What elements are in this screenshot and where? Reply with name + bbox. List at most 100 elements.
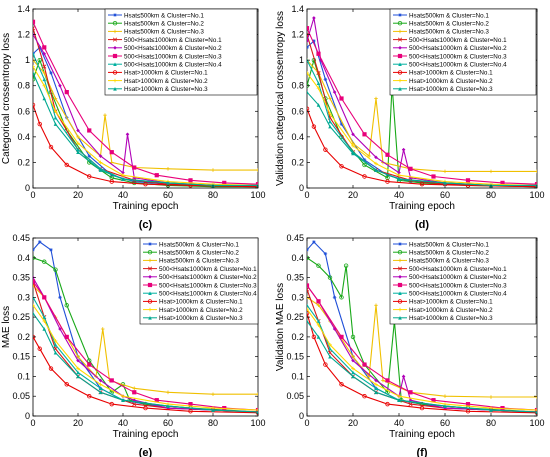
data-point	[307, 45, 309, 50]
data-point	[188, 178, 193, 183]
y-tick-label: 0	[25, 411, 30, 421]
data-point	[367, 154, 371, 158]
x-tick-label: 100	[250, 418, 265, 428]
data-point	[37, 45, 42, 50]
y-tick-label: 0.1	[291, 371, 304, 381]
data-point	[103, 113, 107, 117]
data-point	[132, 402, 137, 407]
data-point	[311, 334, 317, 340]
data-point	[42, 83, 47, 88]
data-point	[98, 168, 103, 172]
data-point	[98, 154, 103, 158]
y-tick-label: 0.4	[291, 132, 304, 142]
data-point	[76, 374, 80, 379]
legend-label: 500<Hsat≤1000km & Cluster=No.3	[409, 282, 507, 289]
data-point	[332, 295, 337, 300]
data-point	[443, 406, 447, 410]
data-point	[255, 184, 258, 188]
data-point	[58, 295, 62, 300]
data-point	[489, 169, 493, 174]
y-axis-label: MAE loss	[1, 306, 12, 348]
legend-label: 500<Hsat≤1000km & Cluster=No.2	[159, 274, 257, 281]
data-point	[256, 408, 258, 412]
data-point	[316, 103, 321, 107]
data-point	[76, 354, 80, 359]
legend-label: Hsat>1000km & Cluster=No.1	[159, 299, 243, 306]
y-tick-label: 0.25	[286, 312, 304, 322]
series-6	[33, 19, 258, 187]
series-9	[307, 307, 537, 412]
data-point	[385, 401, 390, 407]
data-point	[312, 39, 316, 43]
series-line	[33, 104, 258, 188]
y-tick-label: 0.4	[17, 132, 30, 142]
data-point	[33, 295, 35, 300]
legend-label: 500<Hsat≤1000km & Cluster=No.4	[159, 291, 257, 298]
data-point	[33, 64, 35, 69]
x-tick-label: 80	[208, 190, 218, 200]
data-point	[351, 354, 355, 359]
data-point	[53, 109, 58, 114]
legend-marker	[113, 13, 117, 17]
chart-panel-c: 0 20 40 60 80 100 0 0.2 0.4 0.6 0.8 1 1.2 1.4 Training…	[1, 4, 266, 231]
data-point	[76, 358, 80, 363]
data-point	[397, 394, 401, 399]
data-point	[166, 406, 170, 410]
legend-marker	[113, 87, 117, 91]
data-point	[109, 179, 114, 184]
data-point	[87, 394, 92, 399]
x-axis-label: Training epoch	[113, 429, 179, 440]
series-10	[33, 71, 258, 188]
data-point	[328, 346, 332, 351]
data-point	[534, 410, 537, 416]
data-point	[87, 358, 92, 363]
x-tick-label: 40	[394, 418, 404, 428]
data-point	[98, 390, 103, 395]
legend-marker	[398, 87, 402, 91]
data-point	[374, 303, 378, 308]
legend-marker	[398, 316, 402, 320]
data-point	[343, 263, 349, 268]
data-point	[53, 267, 58, 272]
data-point	[319, 58, 323, 62]
legend-label: 500<Hsat≤1000km & Cluster=No.3	[124, 53, 222, 60]
data-point	[316, 263, 321, 268]
x-tick-label: 0	[30, 418, 35, 428]
data-point	[534, 184, 537, 188]
x-axis-label: Training epoch	[389, 201, 455, 212]
series-9	[307, 71, 537, 188]
data-point	[374, 382, 378, 387]
data-point	[256, 392, 258, 397]
data-point	[328, 354, 332, 359]
data-point	[311, 124, 317, 129]
series-10	[307, 319, 537, 414]
data-point	[489, 395, 493, 399]
legend-box	[389, 237, 537, 325]
legend-marker	[397, 249, 403, 255]
data-point	[351, 374, 355, 379]
data-point	[534, 182, 537, 187]
data-point	[87, 362, 92, 367]
y-tick-label: 0.35	[286, 273, 304, 283]
data-point	[256, 168, 258, 172]
data-point	[316, 86, 321, 91]
y-tick-label: 0.45	[12, 233, 30, 243]
data-point	[53, 350, 58, 355]
y-tick-label: 0.2	[17, 157, 30, 167]
legend-label: Hsat≤500km & Cluster=No.3	[159, 258, 239, 265]
legend-marker	[398, 13, 402, 17]
data-point	[143, 405, 148, 411]
x-tick-label: 60	[163, 190, 173, 200]
y-axis-label: Validation MAE loss	[275, 283, 286, 371]
legend-label: Hsat>1000km & Cluster=No.2	[409, 78, 493, 85]
y-tick-label: 1.4	[17, 4, 30, 14]
data-point	[307, 319, 309, 323]
x-tick-label: 100	[529, 190, 544, 200]
series-8	[307, 310, 537, 416]
x-tick-label: 100	[529, 418, 544, 428]
data-point	[121, 170, 125, 175]
series-line	[307, 313, 537, 414]
data-point	[109, 160, 114, 165]
data-point	[323, 77, 328, 82]
